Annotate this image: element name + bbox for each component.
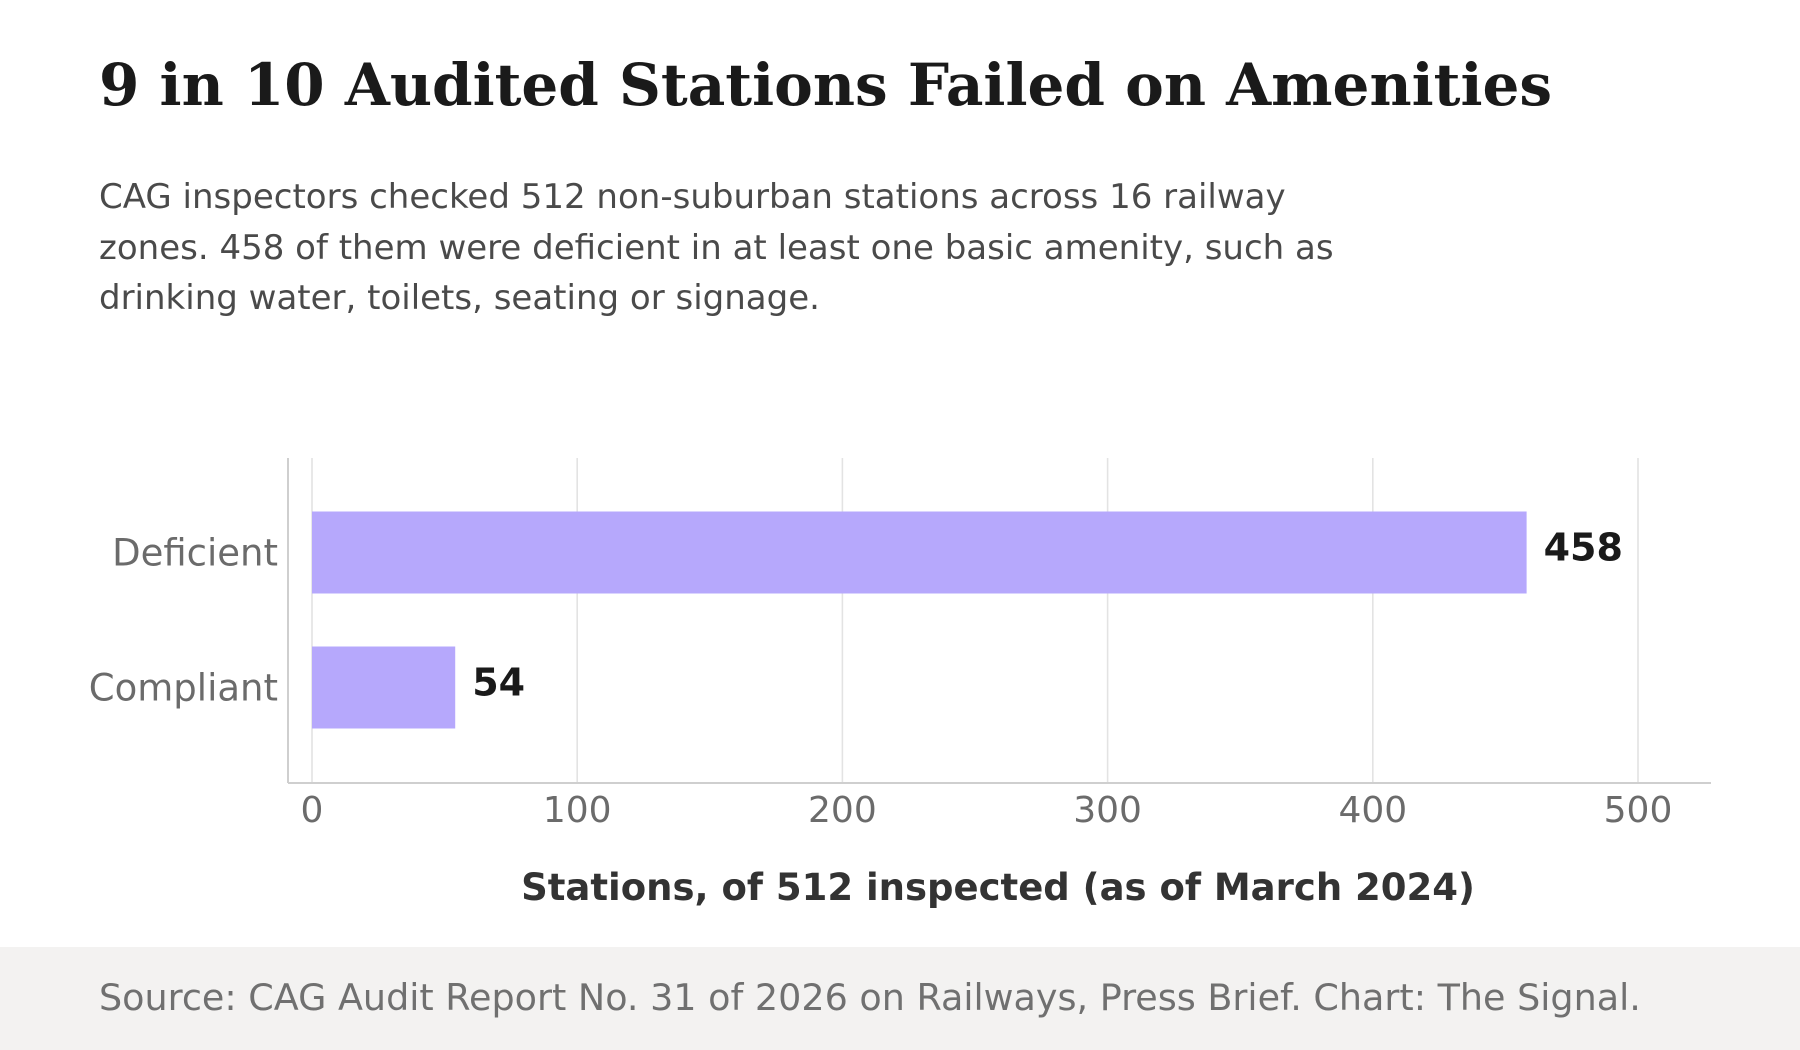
- category-label: Compliant: [89, 667, 278, 710]
- gridlines: [311, 458, 1639, 783]
- x-tick-label: 300: [1073, 790, 1142, 831]
- category-label: Deficient: [112, 532, 278, 575]
- source-note: Source: CAG Audit Report No. 31 of 2026 …: [99, 976, 1641, 1019]
- bar-chart: Deficient 458 Compliant 54 0 100 200 300 400 500…: [89, 458, 1711, 909]
- x-tick-label: 0: [301, 790, 324, 831]
- footer: Source: CAG Audit Report No. 31 of 2026 …: [0, 947, 1800, 1050]
- bar-deficient: [312, 511, 1527, 594]
- x-tick-label: 400: [1338, 790, 1407, 831]
- value-label: 54: [472, 661, 525, 705]
- chart-title: 9 in 10 Audited Stations Failed on Ameni…: [99, 51, 1553, 119]
- bar-compliant: [312, 646, 456, 729]
- bars: Deficient 458 Compliant 54: [89, 511, 1623, 729]
- chart-subtitle: CAG inspectors checked 512 non-suburban …: [99, 177, 1334, 318]
- x-tick-label: 200: [808, 790, 877, 831]
- x-tick-label: 500: [1604, 790, 1673, 831]
- x-tick-labels: 0 100 200 300 400 500: [301, 790, 1673, 831]
- value-label: 458: [1544, 526, 1623, 570]
- x-axis-title: Stations, of 512 inspected (as of March …: [521, 866, 1475, 909]
- x-tick-label: 100: [543, 790, 612, 831]
